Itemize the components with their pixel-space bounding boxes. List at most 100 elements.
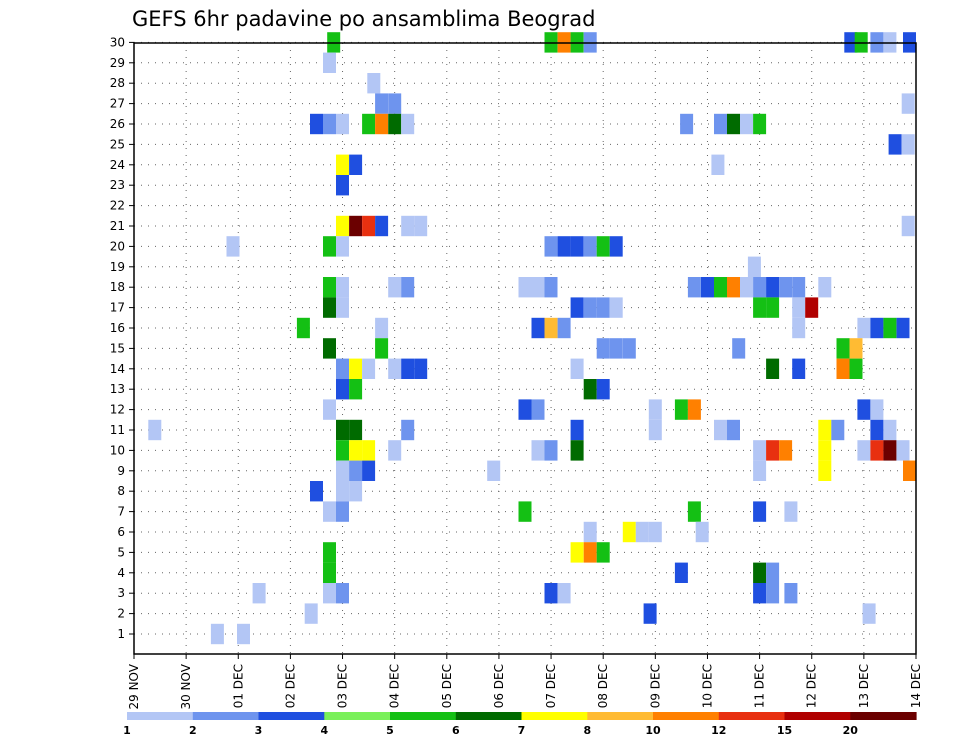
y-tick-label: 1 [117, 627, 125, 641]
legend-label: 10 [645, 724, 661, 737]
heatmap-cell [336, 481, 349, 502]
y-tick-label: 15 [110, 341, 125, 355]
x-tick-label: 10 DEC [700, 664, 714, 708]
heatmap-cell [766, 297, 780, 318]
heatmap-cell [849, 358, 863, 379]
heatmap-cell [680, 113, 694, 135]
x-tick-label: 13 DEC [857, 664, 871, 708]
x-tick-label: 08 DEC [596, 664, 610, 708]
y-tick-label: 10 [110, 443, 125, 457]
heatmap-cell [531, 440, 545, 461]
heatmap-cell [753, 277, 767, 298]
heatmap-cell [857, 317, 871, 339]
heatmap-cell [349, 215, 363, 237]
heatmap-cell [362, 215, 376, 237]
y-tick-label: 12 [110, 403, 125, 417]
heatmap-cell [583, 297, 597, 318]
legend-label: 8 [583, 724, 591, 737]
y-tick-label: 3 [117, 586, 125, 600]
heatmap-cell [336, 215, 349, 237]
y-tick-label: 20 [110, 239, 125, 253]
heatmap-cell [375, 338, 389, 359]
y-axis: 1234567891011121314151617181920212223242… [110, 35, 134, 641]
legend-swatch [653, 712, 720, 720]
legend-swatch [127, 712, 194, 720]
heatmap-cell [375, 93, 389, 114]
heatmap-cell [414, 358, 428, 379]
heatmap-cell [336, 501, 349, 522]
heatmap-cell [401, 419, 415, 441]
heatmap-cell [310, 481, 323, 502]
heatmap-cell [336, 440, 349, 461]
heatmap-cell [609, 297, 623, 318]
heatmap-cell [388, 113, 402, 135]
heatmap-cell [349, 481, 363, 502]
legend-swatch [784, 712, 851, 720]
heatmap-cell [836, 358, 850, 379]
heatmap-cell [388, 358, 402, 379]
y-tick-label: 14 [110, 362, 125, 376]
heatmap-cell [870, 399, 884, 420]
heatmap-cell [818, 277, 832, 298]
heatmap-cell [818, 460, 832, 481]
y-tick-label: 8 [117, 484, 125, 498]
heatmap-cell [518, 399, 532, 420]
heatmap-cell [401, 358, 415, 379]
x-tick-label: 04 DEC [388, 664, 402, 708]
heatmap-cell [862, 603, 876, 624]
heatmap-cell [870, 440, 884, 461]
heatmap-cell [711, 154, 725, 175]
heatmap-cell [766, 277, 780, 298]
heatmap-cell [727, 277, 740, 298]
heatmap-cell [557, 236, 571, 257]
heatmap-cell [766, 583, 780, 604]
heatmap-cell [766, 440, 780, 461]
heatmap-cell [888, 134, 902, 155]
heatmap-cell [596, 379, 610, 400]
heatmap-cell [687, 501, 701, 522]
heatmap-cell [336, 175, 349, 196]
heatmap-cell [210, 623, 224, 645]
heatmap-cell [583, 542, 597, 563]
legend-swatch [455, 712, 523, 720]
legend-label: 7 [518, 724, 526, 737]
heatmap-cell [362, 358, 376, 379]
legend-swatch [587, 712, 654, 720]
heatmap-cell [296, 317, 310, 339]
legend-swatch [718, 712, 786, 720]
heatmap-cell [635, 521, 649, 543]
heatmap-cell [695, 521, 709, 543]
heatmap-cell [740, 113, 753, 135]
heatmap-cell [544, 277, 558, 298]
heatmap-cell [531, 277, 545, 298]
heatmap-cell [323, 52, 336, 73]
heatmap-cell [367, 73, 381, 94]
legend-swatch [192, 712, 260, 720]
heatmap-cell [401, 277, 415, 298]
legend-label: 15 [777, 724, 792, 737]
heatmap-cell [732, 338, 746, 359]
heatmap-cell [226, 236, 240, 257]
heatmap-cell [531, 399, 545, 420]
legend-label: 1 [123, 724, 131, 737]
heatmap-cell [518, 501, 532, 522]
heatmap-cell [753, 562, 767, 583]
chart-title: GEFS 6hr padavine po ansamblima Beograd [132, 7, 595, 31]
heatmap-cell [714, 277, 727, 298]
color-legend: 1 2 3 4 5 6 7 8 10 12 15 20 [123, 712, 917, 737]
heatmap-cell [596, 338, 610, 359]
heatmap-cell [674, 399, 688, 420]
heatmap-cell [336, 379, 349, 400]
heatmap-cell [323, 501, 336, 522]
x-tick-label: 07 DEC [544, 664, 558, 708]
heatmap-cell [622, 521, 636, 543]
heatmap-cell [323, 562, 336, 583]
heatmap-cell [349, 154, 363, 175]
heatmap-cell [643, 603, 657, 624]
legend-swatch [324, 712, 391, 720]
plot-frame [133, 42, 917, 655]
heatmap-cell [336, 358, 349, 379]
y-tick-label: 30 [110, 35, 125, 49]
heatmap-cell [596, 297, 610, 318]
heatmap-cell [323, 542, 336, 563]
